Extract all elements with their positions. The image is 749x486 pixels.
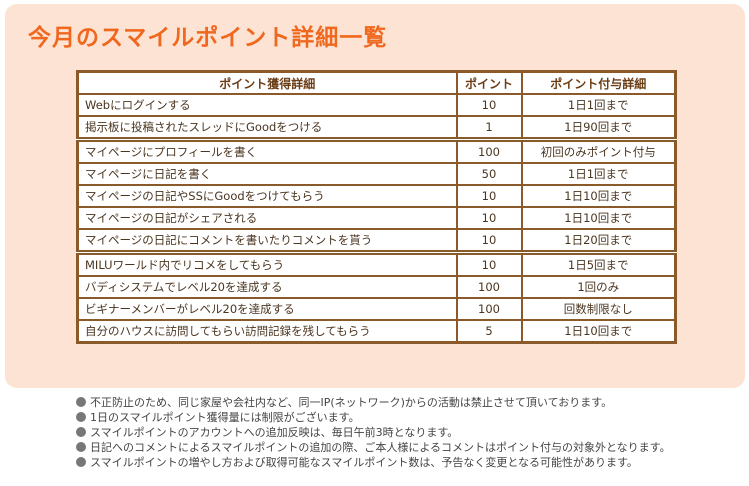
points-cell: 10 [455,184,523,208]
points-cell: 10 [455,250,523,277]
column-header: ポイント [455,70,523,95]
points-cell: 50 [455,162,523,186]
activity-cell: MILUワールド内でリコメをしてもらう [76,250,458,277]
table-row: バディシステムでレベル20を達成する 100 1回のみ [76,275,677,299]
table-row: マイページに日記を書く 50 1日1回まで [76,162,677,186]
note: 日記へのコメントによるスマイルポイントの追加の際、ご本人様によるコメントはポイン… [76,440,671,455]
table-row: マイページの日記やSSにGoodをつけてもらう 10 1日10回まで [76,184,677,208]
table-row: Webにログインする 10 1日1回まで [76,93,677,117]
limit-cell: 1日1回まで [520,162,677,186]
points-cell: 10 [455,93,523,117]
limit-cell: 1回のみ [520,275,677,299]
activity-cell: マイページにプロフィールを書く [76,137,458,164]
activity-cell: バディシステムでレベル20を達成する [76,275,458,299]
table-row: マイページにプロフィールを書く 100 初回のみポイント付与 [76,137,677,164]
points-cell: 1 [455,115,523,141]
table-body: Webにログインする 10 1日1回まで 掲示板に投稿されたスレッドにGoodをつける… [76,93,677,344]
points-cell: 10 [455,206,523,230]
activity-cell: Webにログインする [76,93,458,117]
limit-cell: 1日1回まで [520,93,677,117]
activity-cell: マイページに日記を書く [76,162,458,186]
table-row: 自分のハウスに訪問してもらい訪問記録を残してもらう 5 1日10回まで [76,319,677,344]
limit-cell: 1日10回まで [520,184,677,208]
points-cell: 100 [455,137,523,164]
activity-cell: 自分のハウスに訪問してもらい訪問記録を残してもらう [76,319,458,344]
column-header: ポイント付与詳細 [520,70,677,95]
limit-cell: 回数制限なし [520,297,677,321]
limit-cell: 1日90回まで [520,115,677,141]
points-cell: 100 [455,275,523,299]
column-header: ポイント獲得詳細 [76,70,458,95]
limit-cell: 1日20回まで [520,228,677,254]
limit-cell: 初回のみポイント付与 [520,137,677,164]
activity-cell: 掲示板に投稿されたスレッドにGoodをつける [76,115,458,141]
limit-cell: 1日5回まで [520,250,677,277]
activity-cell: ビギナーメンバーがレベル20を達成する [76,297,458,321]
points-cell: 10 [455,228,523,254]
table-row: ビギナーメンバーがレベル20を達成する 100 回数制限なし [76,297,677,321]
limit-cell: 1日10回まで [520,319,677,344]
note: スマイルポイントのアカウントへの追加反映は、毎日午前3時となります。 [76,425,671,440]
activity-cell: マイページの日記やSSにGoodをつけてもらう [76,184,458,208]
table-row: 掲示板に投稿されたスレッドにGoodをつける 1 1日90回まで [76,115,677,141]
activity-cell: マイページの日記にコメントを書いたりコメントを貰う [76,228,458,254]
header-row: ポイント獲得詳細 ポイント ポイント付与詳細 [76,70,677,95]
table-row: マイページの日記がシェアされる 10 1日10回まで [76,206,677,230]
notes: 不正防止のため、同じ家屋や会社内など、同一IP(ネットワーク)からの活動は禁止さ… [76,395,671,470]
note: 不正防止のため、同じ家屋や会社内など、同一IP(ネットワーク)からの活動は禁止さ… [76,395,671,410]
points-cell: 100 [455,297,523,321]
note: スマイルポイントの増やし方および取得可能なスマイルポイント数は、予告なく変更とな… [76,455,671,470]
page-title: 今月のスマイルポイント詳細一覧 [28,25,388,51]
points-cell: 5 [455,319,523,344]
table-row: MILUワールド内でリコメをしてもらう 10 1日5回まで [76,250,677,277]
points-table: ポイント獲得詳細 ポイント ポイント付与詳細 Webにログインする 10 1日1回まで掲… [76,70,677,344]
activity-cell: マイページの日記がシェアされる [76,206,458,230]
table-row: マイページの日記にコメントを書いたりコメントを貰う 10 1日20回まで [76,228,677,254]
limit-cell: 1日10回まで [520,206,677,230]
note: 1日のスマイルポイント獲得量には制限がございます。 [76,410,671,425]
